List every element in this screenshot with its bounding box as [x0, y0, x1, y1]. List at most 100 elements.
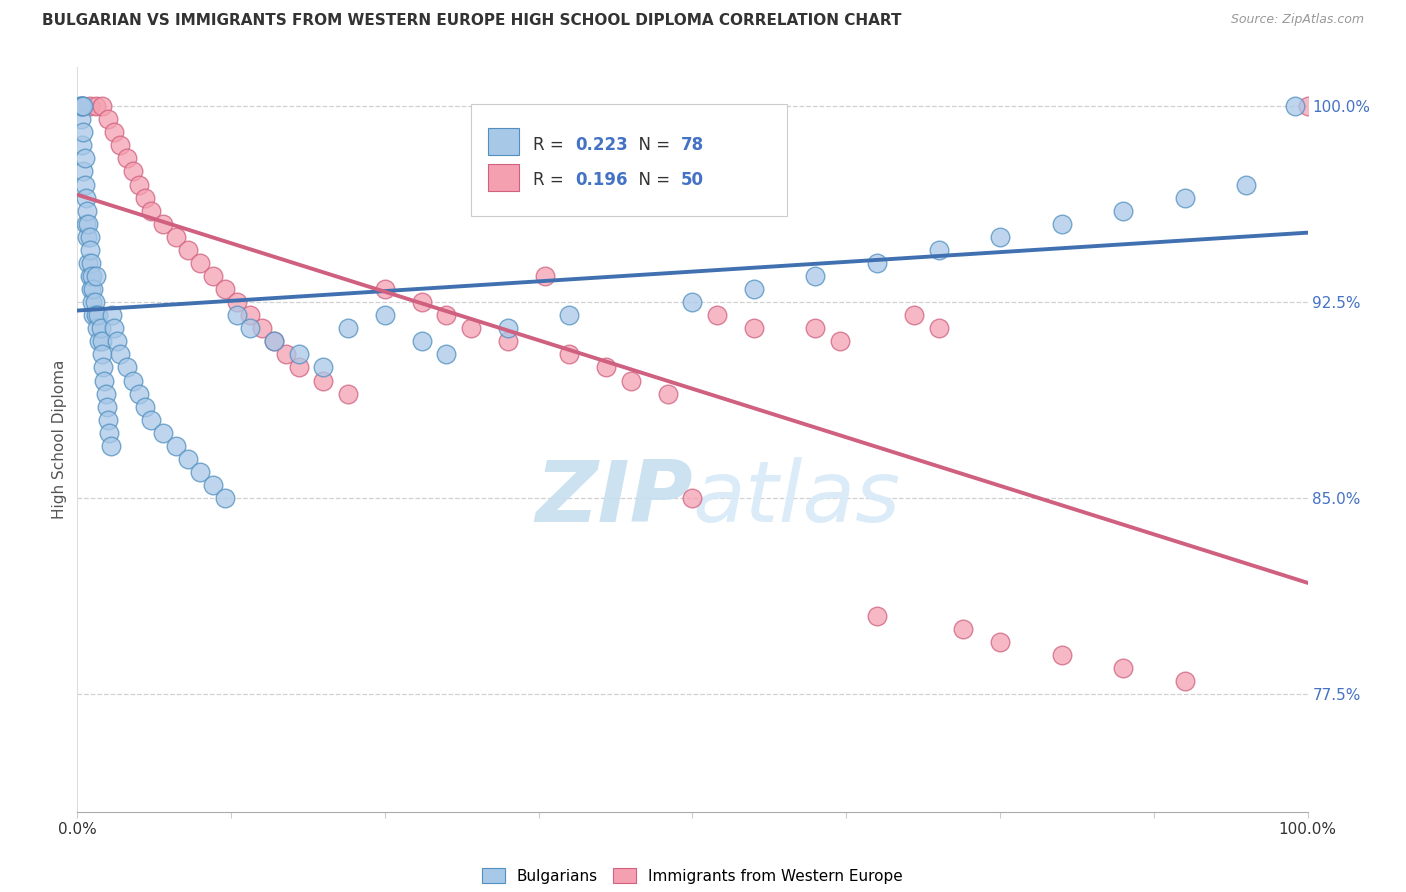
- Point: [128, 178, 150, 192]
- Point: [96, 400, 118, 414]
- Point: [101, 308, 124, 322]
- Point: [337, 386, 360, 401]
- Point: [288, 360, 311, 375]
- Point: [1284, 99, 1306, 113]
- Text: 78: 78: [681, 136, 703, 153]
- Point: [988, 635, 1011, 649]
- Point: [90, 321, 112, 335]
- Point: [866, 256, 889, 270]
- Point: [89, 334, 111, 349]
- Point: [312, 360, 335, 375]
- Point: [657, 386, 679, 401]
- Point: [928, 243, 950, 257]
- Point: [134, 190, 156, 204]
- Point: [115, 152, 138, 166]
- Point: [411, 334, 433, 349]
- Point: [76, 203, 98, 218]
- Point: [190, 256, 212, 270]
- Point: [1174, 190, 1197, 204]
- Point: [165, 439, 187, 453]
- Text: R =: R =: [533, 136, 569, 153]
- Point: [558, 347, 581, 361]
- Point: [79, 243, 101, 257]
- Point: [84, 268, 107, 283]
- Point: [134, 400, 156, 414]
- Point: [97, 413, 120, 427]
- Point: [226, 308, 249, 322]
- Point: [742, 321, 765, 335]
- Point: [84, 99, 107, 113]
- Point: [276, 347, 298, 361]
- Point: [70, 99, 93, 113]
- Point: [1234, 178, 1257, 192]
- Text: 50: 50: [681, 171, 703, 189]
- Point: [84, 308, 107, 322]
- Point: [94, 386, 117, 401]
- Point: [87, 308, 110, 322]
- Text: Source: ZipAtlas.com: Source: ZipAtlas.com: [1230, 13, 1364, 27]
- Point: [830, 334, 852, 349]
- Point: [866, 608, 889, 623]
- Point: [115, 360, 138, 375]
- Point: [91, 360, 114, 375]
- Point: [72, 99, 94, 113]
- Text: BULGARIAN VS IMMIGRANTS FROM WESTERN EUROPE HIGH SCHOOL DIPLOMA CORRELATION CHAR: BULGARIAN VS IMMIGRANTS FROM WESTERN EUR…: [42, 13, 901, 29]
- Point: [70, 138, 93, 153]
- Point: [98, 425, 121, 440]
- Point: [1296, 99, 1319, 113]
- Point: [103, 321, 125, 335]
- Point: [141, 203, 163, 218]
- Point: [374, 282, 396, 296]
- Point: [103, 125, 125, 139]
- Point: [436, 308, 458, 322]
- Point: [73, 178, 96, 192]
- Point: [706, 308, 728, 322]
- Point: [226, 295, 249, 310]
- Point: [72, 164, 94, 178]
- Point: [460, 321, 482, 335]
- Point: [110, 347, 132, 361]
- Point: [93, 374, 115, 388]
- Point: [337, 321, 360, 335]
- Point: [742, 282, 765, 296]
- Point: [214, 282, 236, 296]
- Point: [80, 282, 103, 296]
- Point: [903, 308, 925, 322]
- Point: [682, 491, 704, 505]
- Point: [83, 295, 105, 310]
- Point: [128, 386, 150, 401]
- Point: [110, 138, 132, 153]
- Point: [90, 334, 114, 349]
- Point: [69, 99, 91, 113]
- Text: R =: R =: [533, 171, 569, 189]
- Point: [121, 374, 143, 388]
- Point: [312, 374, 335, 388]
- Point: [190, 465, 212, 479]
- Point: [90, 99, 114, 113]
- Text: atlas: atlas: [693, 458, 900, 541]
- Point: [97, 112, 120, 127]
- Point: [121, 164, 143, 178]
- Point: [804, 268, 827, 283]
- Point: [72, 125, 94, 139]
- Point: [152, 425, 174, 440]
- Text: N =: N =: [628, 136, 676, 153]
- Text: 0.196: 0.196: [575, 171, 627, 189]
- Point: [595, 360, 617, 375]
- Y-axis label: High School Diploma: High School Diploma: [52, 359, 67, 519]
- Point: [79, 99, 101, 113]
- Point: [82, 308, 104, 322]
- Point: [70, 112, 93, 127]
- Point: [214, 491, 236, 505]
- Point: [73, 152, 96, 166]
- Point: [75, 190, 97, 204]
- Point: [105, 334, 128, 349]
- Point: [239, 321, 262, 335]
- Point: [165, 229, 187, 244]
- Point: [201, 268, 224, 283]
- Point: [1050, 217, 1073, 231]
- Legend: Bulgarians, Immigrants from Western Europe: Bulgarians, Immigrants from Western Euro…: [475, 862, 910, 889]
- Point: [239, 308, 262, 322]
- Point: [263, 334, 285, 349]
- Text: ZIP: ZIP: [534, 458, 693, 541]
